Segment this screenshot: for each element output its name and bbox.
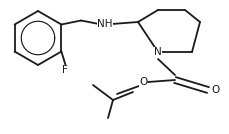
Text: NH: NH bbox=[97, 19, 113, 29]
Text: O: O bbox=[139, 77, 147, 87]
Text: N: N bbox=[154, 47, 162, 57]
Text: O: O bbox=[212, 85, 220, 95]
Text: F: F bbox=[63, 64, 68, 75]
